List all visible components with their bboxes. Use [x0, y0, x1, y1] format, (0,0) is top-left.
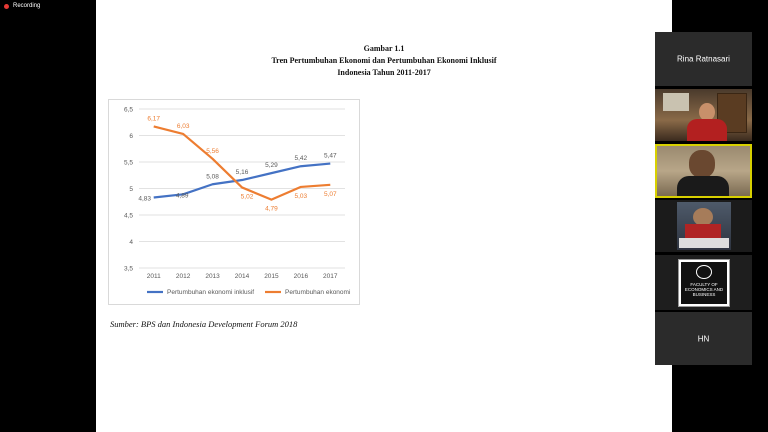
participant-tile-video-1[interactable] — [655, 89, 752, 141]
y-tick-label: 6 — [129, 133, 133, 140]
recording-label: Recording — [13, 3, 41, 9]
figure-source: Sumber: BPS dan Indonesia Development Fo… — [110, 319, 298, 329]
y-tick-label: 4,5 — [124, 213, 133, 220]
series-line-1 — [153, 125, 331, 201]
data-label: 5,08 — [206, 173, 219, 180]
x-tick-label: 2011 — [147, 273, 161, 280]
data-label: 5,07 — [324, 191, 337, 198]
data-label: 5,02 — [241, 193, 254, 200]
legend-label: Pertumbuhan ekonomi — [285, 289, 350, 296]
recording-indicator: Recording — [4, 3, 40, 9]
data-label: 5,42 — [295, 155, 308, 162]
wall-frame — [663, 93, 689, 111]
data-label: 4,89 — [176, 192, 189, 199]
participant-name: Rina Ratnasari — [677, 54, 730, 64]
person-body — [677, 176, 729, 196]
line-chart: 3,5 4 4,5 5 5,5 6 6,5 2011 2012 2013 2014 2015 2016 2… — [108, 99, 360, 305]
participant-tile-rina[interactable]: Rina Ratnasari — [655, 32, 752, 86]
data-label: 5,03 — [295, 193, 308, 200]
logo-frame: FACULTY OF ECONOMICS AND BUSINESS — [678, 259, 730, 307]
data-label: 4,83 — [138, 196, 151, 203]
person-head — [689, 150, 715, 178]
y-tick-label: 6,5 — [124, 107, 133, 114]
person-body — [685, 224, 721, 238]
figure-title: Tren Pertumbuhan Ekonomi dan Pertumbuhan… — [271, 56, 497, 65]
x-tick-label: 2016 — [294, 273, 309, 280]
participant-tile-video-3[interactable] — [655, 200, 752, 252]
data-label: 5,16 — [236, 169, 249, 176]
person-head — [693, 208, 713, 226]
x-tick-label: 2015 — [264, 273, 279, 280]
seal-icon — [696, 265, 712, 279]
participant-tile-active-speaker[interactable] — [655, 144, 752, 198]
logo-box: FACULTY OF ECONOMICS AND BUSINESS — [681, 262, 727, 304]
legend-label: Pertumbuhan ekonomi inklusif — [167, 289, 254, 296]
data-label: 5,56 — [206, 148, 219, 155]
data-label: 4,79 — [265, 206, 278, 213]
y-tick-label: 5 — [129, 186, 133, 193]
keyboard — [679, 238, 729, 248]
figure-number: Gambar 1.1 — [363, 44, 405, 53]
data-label: 6,17 — [147, 115, 160, 122]
x-tick-label: 2017 — [323, 273, 338, 280]
shared-slide: Gambar 1.1 Tren Pertumbuhan Ekonomi dan … — [96, 0, 672, 432]
y-tick-label: 3,5 — [124, 266, 133, 273]
person-body — [687, 119, 727, 141]
series-line-0 — [153, 162, 331, 199]
data-label: 6,03 — [177, 123, 190, 130]
data-label: 5,29 — [265, 162, 278, 169]
recording-dot-icon — [4, 3, 9, 9]
x-tick-label: 2013 — [205, 273, 220, 280]
data-label: 5,47 — [324, 153, 337, 160]
person-head — [699, 103, 715, 121]
x-tick-label: 2014 — [235, 273, 250, 280]
x-tick-label: 2012 — [176, 273, 191, 280]
y-tick-label: 5,5 — [124, 160, 133, 167]
faculty-logo-text: FACULTY OF ECONOMICS AND BUSINESS — [684, 282, 724, 297]
y-tick-label: 4 — [129, 239, 133, 246]
participants-panel: Rina Ratnasari FACULTY OF ECONOMICS AND … — [655, 32, 752, 365]
participant-tile-logo[interactable]: FACULTY OF ECONOMICS AND BUSINESS — [655, 255, 752, 310]
figure-subtitle: Indonesia Tahun 2011-2017 — [337, 68, 431, 77]
participant-tile-hn[interactable]: HN — [655, 312, 752, 365]
participant-name: HN — [697, 334, 710, 343]
